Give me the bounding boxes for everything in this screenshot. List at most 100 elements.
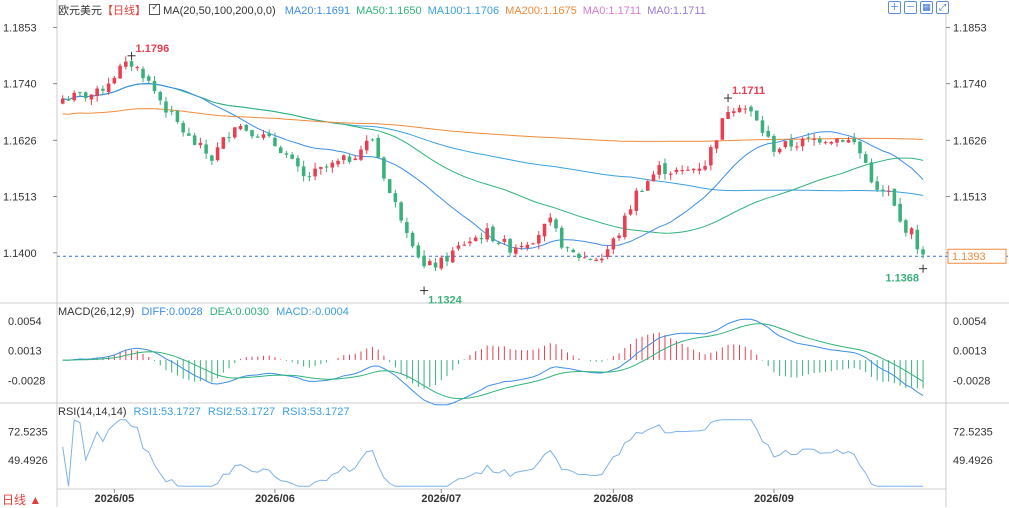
candle-body bbox=[686, 169, 690, 171]
candle-body bbox=[330, 162, 335, 168]
candle-body bbox=[674, 169, 679, 173]
ma50-line bbox=[62, 83, 924, 234]
candle-body bbox=[554, 219, 558, 229]
candle-body bbox=[89, 94, 94, 100]
macd-dea-value: DEA:0.0030 bbox=[209, 306, 270, 318]
candle-body bbox=[795, 146, 799, 148]
rsi2-value: RSI2:53.1727 bbox=[207, 406, 276, 418]
candle-body bbox=[886, 190, 891, 192]
candle-body bbox=[456, 245, 461, 249]
candle-body bbox=[663, 163, 667, 174]
symbol-name: 欧元美元 bbox=[58, 5, 102, 17]
time-tick-label-2: 2026/07 bbox=[421, 493, 461, 505]
candle-body bbox=[175, 110, 180, 122]
candle-body bbox=[336, 160, 340, 165]
candle-body bbox=[450, 250, 455, 263]
candle-body bbox=[376, 137, 380, 158]
candle-body bbox=[588, 259, 593, 261]
candle-body bbox=[537, 234, 541, 244]
candle-body bbox=[640, 190, 644, 192]
candle-body bbox=[95, 88, 99, 97]
candle-body bbox=[267, 133, 271, 137]
fullscreen-icon[interactable]: ⤢ bbox=[936, 1, 949, 14]
candle-body bbox=[83, 92, 88, 99]
candle-body bbox=[313, 168, 317, 177]
candle-body bbox=[840, 140, 845, 142]
ma-value-5: MA0:1.1711 bbox=[647, 5, 706, 17]
zoom-in-icon[interactable]: ＋ bbox=[888, 1, 901, 14]
candle-body bbox=[158, 92, 163, 101]
candle-body bbox=[680, 169, 684, 172]
candle-body bbox=[525, 244, 530, 248]
candle-body bbox=[818, 138, 822, 143]
candle-body bbox=[72, 92, 76, 101]
candle-body bbox=[324, 166, 329, 168]
candle-body bbox=[691, 168, 696, 171]
candle-body bbox=[261, 134, 266, 138]
annotation-label-1: 1.1324 bbox=[428, 295, 463, 307]
candle-body bbox=[829, 142, 834, 144]
grid-icon[interactable]: ▦ bbox=[920, 1, 933, 14]
candle-body bbox=[881, 189, 885, 192]
candle-body bbox=[777, 148, 782, 153]
candle-body bbox=[772, 135, 776, 152]
ma-label: MA(20,50,100,200,0,0) bbox=[163, 5, 276, 17]
candle-body bbox=[319, 167, 323, 169]
candle-body bbox=[565, 247, 570, 249]
candle-body bbox=[445, 255, 449, 262]
zoom-out-icon[interactable]: － bbox=[904, 1, 917, 14]
candle-body bbox=[726, 111, 730, 119]
candle-body bbox=[571, 249, 575, 253]
candle-body bbox=[732, 111, 736, 114]
candle-body bbox=[353, 158, 358, 161]
candle-body bbox=[634, 190, 639, 211]
candle-body bbox=[743, 108, 748, 110]
ma-value-3: MA200:1.1675 bbox=[505, 5, 577, 17]
macd-tick-label-left-2: -0.0028 bbox=[8, 375, 45, 387]
ma200-line bbox=[62, 108, 924, 142]
time-tick-label-4: 2026/09 bbox=[754, 493, 794, 505]
candle-body bbox=[531, 243, 535, 245]
candle-body bbox=[789, 139, 793, 147]
ma-value-4: MA0:1.1711 bbox=[582, 5, 642, 17]
candle-body bbox=[473, 237, 478, 242]
candle-body bbox=[210, 155, 214, 161]
candle-body bbox=[233, 127, 237, 138]
candle-body bbox=[496, 242, 501, 244]
ma20-line bbox=[62, 83, 924, 250]
candle-body bbox=[812, 138, 816, 140]
candle-body bbox=[714, 140, 719, 149]
candle-body bbox=[898, 203, 902, 222]
candle-body bbox=[519, 245, 524, 248]
ma-checkbox-icon[interactable]: ✓ bbox=[149, 2, 161, 15]
candle-body bbox=[835, 138, 839, 143]
candle-body bbox=[78, 92, 82, 94]
candle-body bbox=[657, 165, 662, 175]
rsi-tick-label-right-0: 72.5235 bbox=[953, 426, 993, 438]
candle-body bbox=[904, 220, 908, 233]
candle-body bbox=[645, 181, 650, 191]
ma-values: MA20:1.1691 MA50:1.1650 MA100:1.1706 MA200:… bbox=[279, 5, 706, 17]
candle-body bbox=[697, 168, 702, 171]
candle-body bbox=[628, 209, 633, 215]
candle-body bbox=[152, 81, 157, 92]
price-tick-label-right-3: 1.1513 bbox=[953, 192, 987, 204]
candle-body bbox=[364, 140, 369, 151]
price-tick-label-left-4: 1.1400 bbox=[3, 248, 37, 260]
candle-body bbox=[428, 261, 432, 266]
candle-body bbox=[387, 179, 392, 193]
candle-body bbox=[514, 247, 518, 254]
candle-body bbox=[118, 65, 122, 79]
candle-body bbox=[582, 257, 587, 259]
candle-body bbox=[307, 176, 312, 178]
candle-body bbox=[433, 262, 438, 268]
candle-body bbox=[238, 126, 243, 130]
macd-tick-label-right-0: 0.0054 bbox=[953, 316, 987, 328]
candle-body bbox=[508, 238, 512, 253]
candle-body bbox=[227, 137, 231, 139]
candle-body bbox=[284, 153, 289, 155]
period-selector[interactable]: 日线 ▲ bbox=[2, 493, 42, 507]
time-tick-label-1: 2026/06 bbox=[255, 493, 295, 505]
candle-body bbox=[559, 227, 564, 248]
